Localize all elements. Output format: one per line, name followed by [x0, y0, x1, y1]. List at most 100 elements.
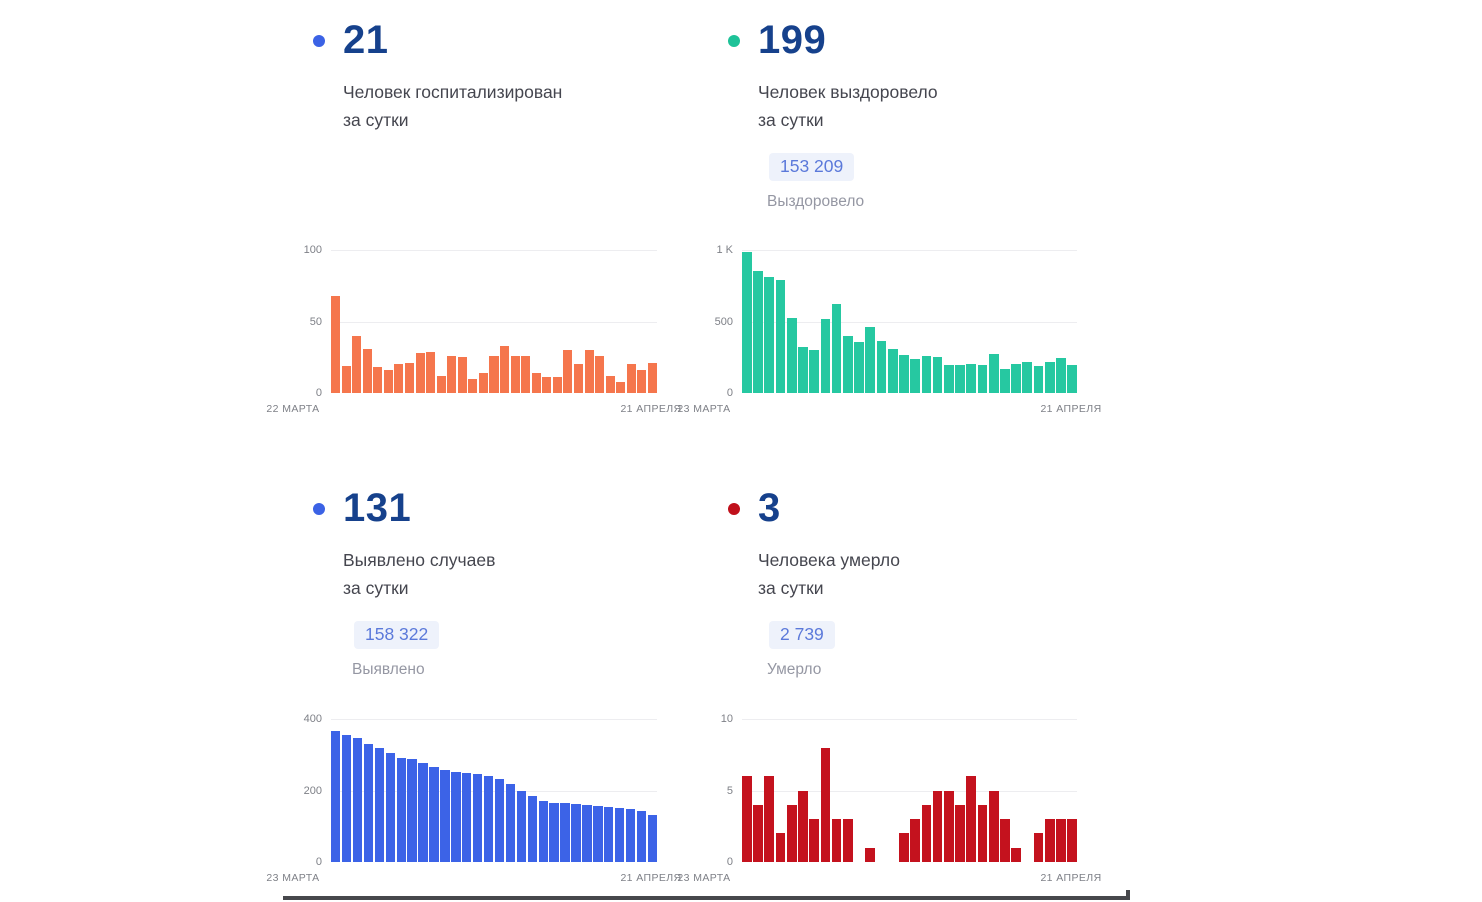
- bar[interactable]: [614, 808, 625, 862]
- bar[interactable]: [1033, 833, 1044, 862]
- bar[interactable]: [966, 363, 977, 393]
- bar[interactable]: [407, 759, 417, 862]
- bar[interactable]: [786, 804, 797, 862]
- bar[interactable]: [753, 271, 763, 393]
- bar[interactable]: [921, 804, 932, 862]
- bar[interactable]: [1011, 847, 1021, 862]
- total-badge[interactable]: 153 209: [769, 153, 855, 181]
- bar[interactable]: [362, 348, 372, 393]
- bar[interactable]: [616, 381, 626, 393]
- bar[interactable]: [494, 779, 505, 862]
- bar[interactable]: [331, 295, 341, 393]
- bar[interactable]: [637, 370, 647, 393]
- bar[interactable]: [753, 804, 763, 862]
- bar[interactable]: [955, 804, 965, 862]
- bar[interactable]: [451, 771, 461, 862]
- bar[interactable]: [636, 810, 647, 862]
- bar[interactable]: [943, 364, 954, 393]
- bar[interactable]: [899, 354, 909, 393]
- bar[interactable]: [374, 747, 385, 862]
- bar[interactable]: [1044, 819, 1055, 862]
- bar[interactable]: [1000, 368, 1010, 393]
- bar[interactable]: [426, 351, 436, 393]
- bar[interactable]: [865, 326, 876, 393]
- bar[interactable]: [1056, 357, 1066, 393]
- bar[interactable]: [1033, 366, 1044, 393]
- bar[interactable]: [887, 348, 898, 393]
- bar[interactable]: [394, 364, 404, 393]
- bar[interactable]: [457, 357, 467, 393]
- bar[interactable]: [593, 806, 603, 862]
- bar[interactable]: [809, 819, 820, 862]
- bar[interactable]: [943, 790, 954, 862]
- bar[interactable]: [436, 375, 446, 393]
- bar[interactable]: [549, 803, 559, 862]
- bar[interactable]: [988, 790, 999, 862]
- bar[interactable]: [831, 819, 842, 862]
- bar[interactable]: [775, 280, 786, 393]
- bar[interactable]: [910, 819, 920, 862]
- bar[interactable]: [977, 804, 988, 862]
- bar[interactable]: [404, 362, 414, 393]
- bar[interactable]: [742, 252, 752, 393]
- bar[interactable]: [932, 790, 943, 862]
- bar[interactable]: [1067, 819, 1078, 862]
- bar[interactable]: [383, 370, 393, 393]
- bar[interactable]: [500, 345, 510, 393]
- bar[interactable]: [521, 355, 531, 393]
- bar[interactable]: [385, 752, 396, 862]
- bar[interactable]: [531, 372, 541, 393]
- bar[interactable]: [542, 377, 552, 393]
- bar[interactable]: [331, 731, 341, 862]
- bar[interactable]: [625, 809, 636, 862]
- bar[interactable]: [462, 772, 472, 862]
- bar[interactable]: [955, 365, 965, 393]
- bar[interactable]: [775, 833, 786, 862]
- bar[interactable]: [468, 378, 478, 393]
- bar[interactable]: [510, 355, 520, 393]
- bar[interactable]: [932, 356, 943, 393]
- bar[interactable]: [560, 803, 570, 862]
- bar[interactable]: [1044, 362, 1055, 393]
- bar[interactable]: [764, 776, 775, 862]
- bar[interactable]: [563, 350, 573, 393]
- bar[interactable]: [977, 365, 988, 393]
- bar[interactable]: [472, 773, 483, 862]
- bar[interactable]: [582, 805, 592, 862]
- bar[interactable]: [647, 362, 657, 393]
- total-badge[interactable]: 2 739: [769, 621, 835, 649]
- bar[interactable]: [538, 800, 548, 862]
- bar[interactable]: [798, 346, 808, 393]
- bar[interactable]: [865, 847, 876, 862]
- bar[interactable]: [489, 355, 499, 393]
- bar[interactable]: [1000, 819, 1010, 862]
- bar[interactable]: [786, 317, 797, 393]
- bar[interactable]: [352, 738, 363, 862]
- bar[interactable]: [1056, 819, 1066, 862]
- bar[interactable]: [1022, 361, 1033, 393]
- bar[interactable]: [373, 367, 383, 393]
- bar[interactable]: [820, 318, 831, 393]
- bar[interactable]: [478, 372, 488, 393]
- bar[interactable]: [447, 355, 457, 393]
- bar[interactable]: [440, 770, 450, 862]
- bar[interactable]: [1067, 364, 1078, 393]
- bar[interactable]: [910, 358, 920, 393]
- bar[interactable]: [831, 304, 842, 393]
- bar[interactable]: [647, 815, 658, 862]
- bar[interactable]: [516, 790, 527, 862]
- bar[interactable]: [505, 784, 516, 862]
- bar[interactable]: [573, 364, 583, 393]
- bar[interactable]: [571, 804, 581, 862]
- bar[interactable]: [798, 790, 808, 862]
- bar[interactable]: [764, 276, 775, 393]
- bar[interactable]: [418, 762, 428, 862]
- bar[interactable]: [988, 353, 999, 393]
- bar[interactable]: [595, 355, 605, 393]
- bar[interactable]: [921, 356, 932, 393]
- total-badge[interactable]: 158 322: [354, 621, 440, 649]
- bar[interactable]: [352, 335, 362, 393]
- bar[interactable]: [854, 342, 864, 393]
- bar[interactable]: [396, 757, 406, 862]
- bar[interactable]: [626, 364, 636, 393]
